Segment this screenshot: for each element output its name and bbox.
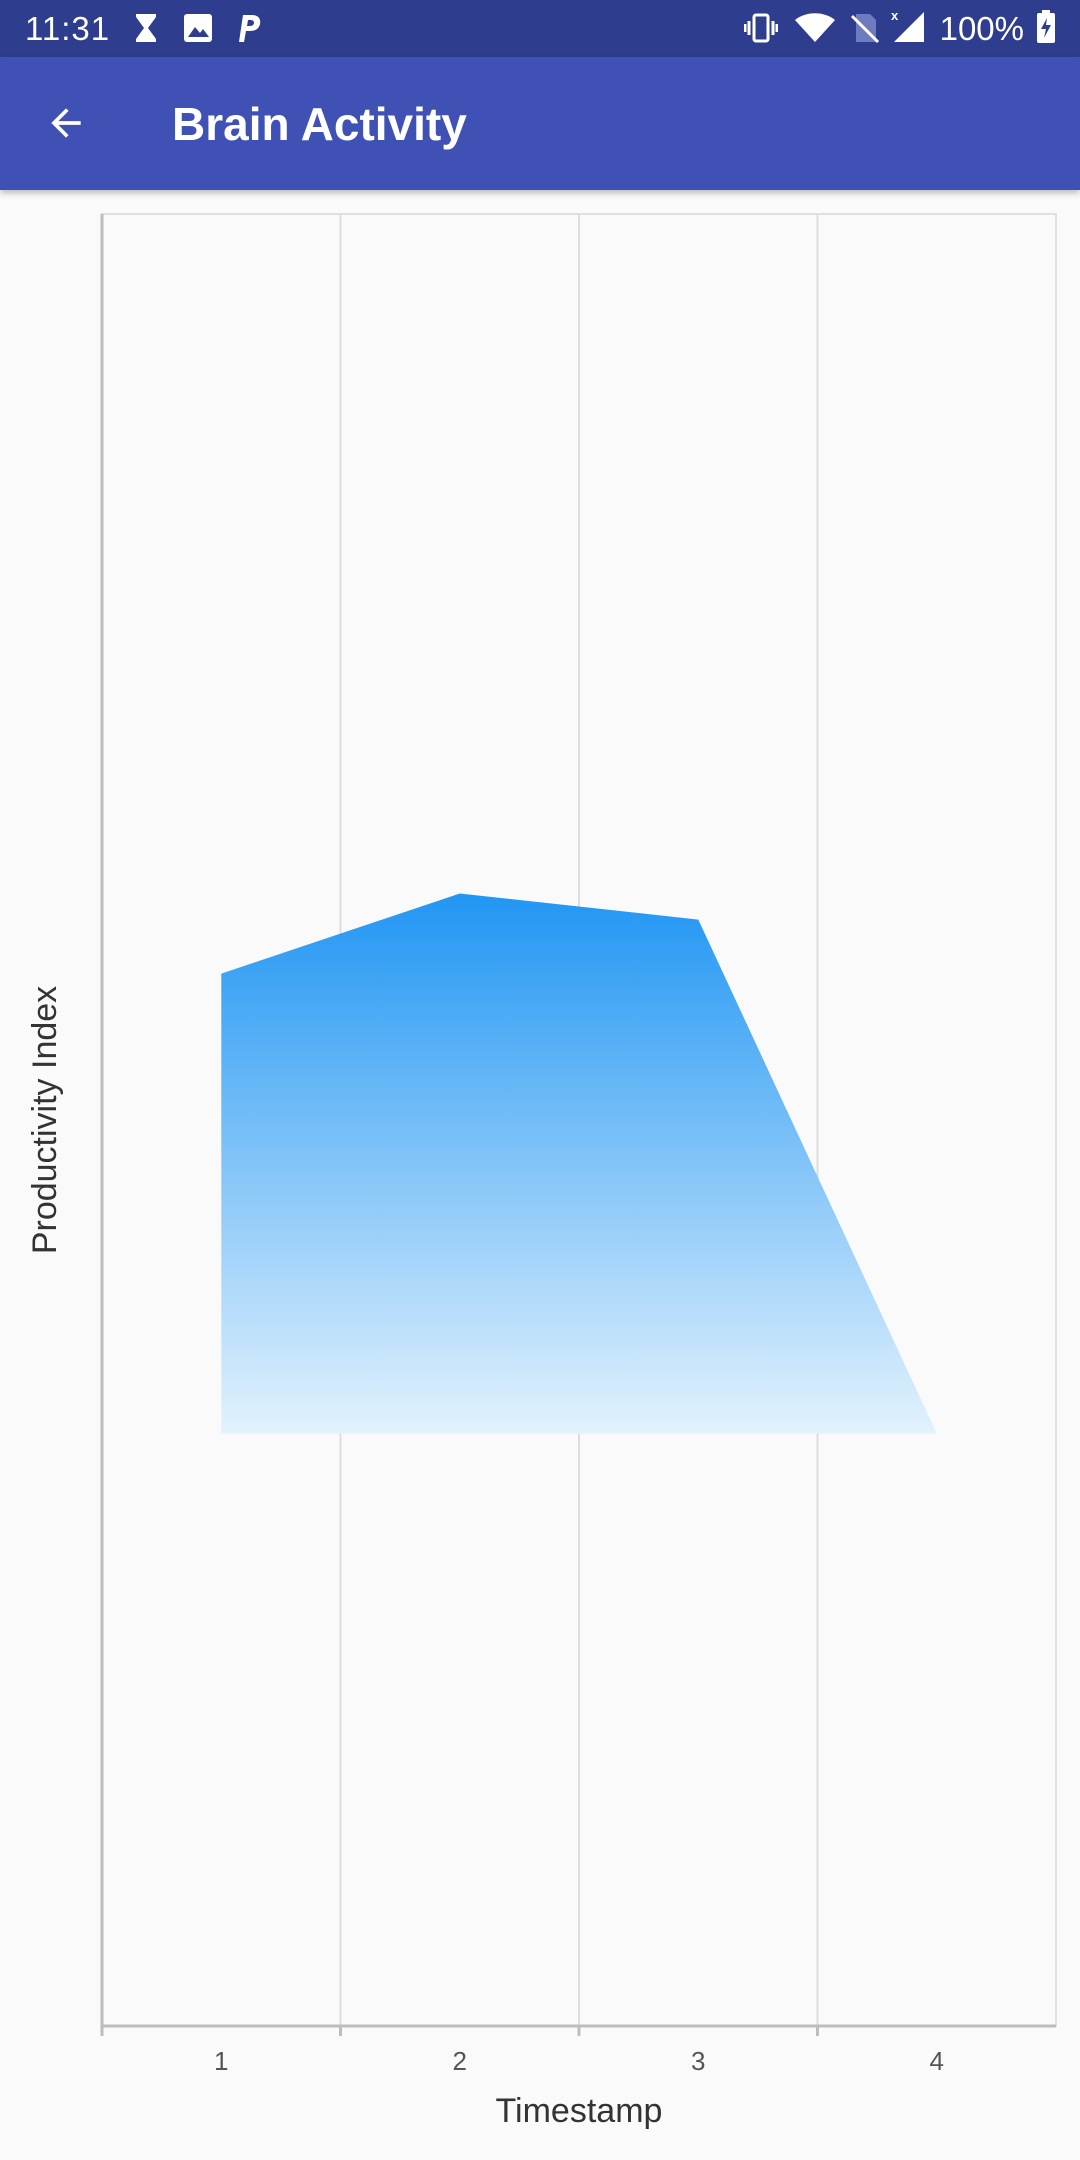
page-title: Brain Activity [172, 98, 467, 150]
x-axis-ticks: 1 2 3 4 [100, 2026, 944, 2076]
x-tick-label: 2 [453, 2046, 467, 2076]
x-tick-label: 4 [930, 2046, 944, 2076]
hourglass-icon [133, 12, 159, 49]
x-axis-title: Timestamp [496, 2092, 663, 2130]
x-tick-label: 1 [214, 2046, 228, 2076]
signal-icon: x [890, 8, 926, 49]
svg-text:x: x [891, 8, 899, 23]
arrow-back-icon [51, 108, 81, 138]
image-icon [182, 12, 214, 49]
status-time: 11:31 [25, 10, 111, 47]
chart-area: 1 2 3 4 Timestamp Productivity Index [0, 190, 1080, 2160]
back-button[interactable] [30, 87, 102, 159]
no-sim-icon [850, 12, 880, 49]
battery-charging-icon [1036, 10, 1056, 49]
x-tick-label: 3 [691, 2046, 705, 2076]
area-chart: 1 2 3 4 Timestamp Productivity Index [26, 213, 1057, 2130]
y-axis-title: Productivity Index [26, 986, 64, 1254]
vibrate-icon [743, 12, 779, 49]
parking-app-icon [234, 12, 262, 49]
app-bar: Brain Activity [0, 57, 1080, 190]
status-bar: 11:31 x [0, 0, 1080, 57]
productivity-area [221, 893, 937, 1434]
battery-percent: 100% [939, 10, 1024, 47]
wifi-icon [794, 12, 836, 49]
